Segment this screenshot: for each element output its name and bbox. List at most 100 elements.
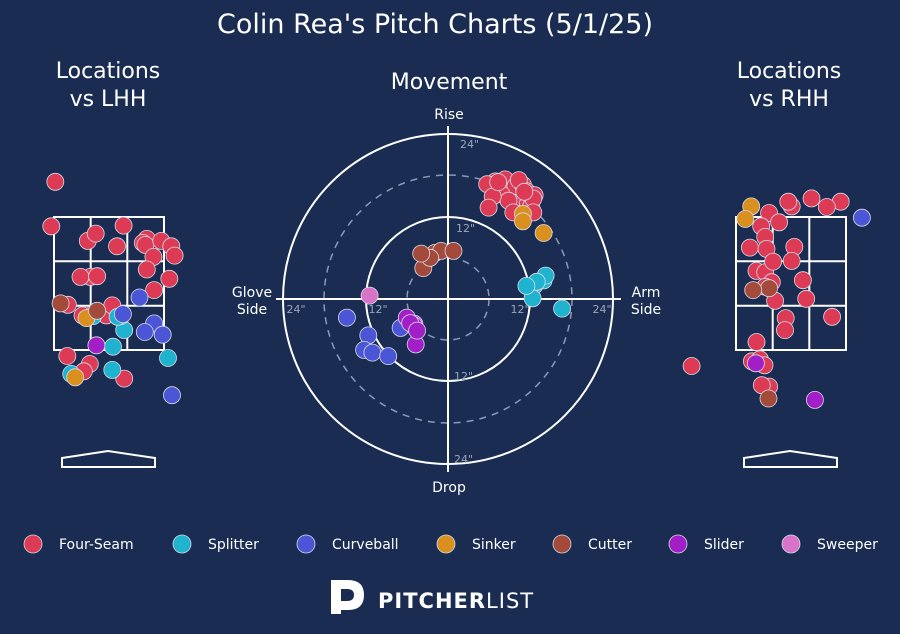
axis-label-arm-2: Side <box>631 302 661 318</box>
legend-label-splitter: Splitter <box>208 537 259 553</box>
ring-label-right-12: 12" <box>510 303 529 316</box>
brand-bold: PITCHER <box>378 589 486 613</box>
rhh-point-four-seam <box>682 357 701 375</box>
lhh-point-curveball <box>135 323 154 341</box>
legend-item-sweeper: Sweeper <box>781 534 878 554</box>
lhh-point-cutter <box>51 294 70 313</box>
movement-point-four-seam <box>489 173 508 192</box>
rhh-title-line1: Locations <box>737 59 842 84</box>
axis-label-glove-2: Side <box>237 302 267 318</box>
legend-label-four-seam: Four-Seam <box>59 537 134 553</box>
legend-swatch-sweeper <box>781 534 801 554</box>
lhh-pitch-points <box>42 172 184 405</box>
rhh-point-four-seam <box>776 321 794 340</box>
axis-label-drop: Drop <box>432 480 466 496</box>
rhh-pitch-points <box>682 189 871 409</box>
movement-point-four-seam <box>479 198 498 217</box>
rhh-point-slider <box>806 390 824 409</box>
movement-point-sweeper <box>360 286 379 305</box>
legend-swatch-four-seam <box>23 534 43 554</box>
movement-point-curveball <box>337 308 356 327</box>
lhh-home-plate <box>61 449 156 468</box>
svg-text:PITCHERLIST: PITCHERLIST <box>378 589 534 613</box>
movement-point-curveball <box>379 347 398 366</box>
rhh-point-four-seam <box>770 213 788 232</box>
lhh-point-four-seam <box>108 237 126 256</box>
figure-title: Colin Rea's Pitch Charts (5/1/25) <box>217 9 653 40</box>
lhh-point-four-seam <box>58 347 77 365</box>
ring-label-bottom-12: 12" <box>454 370 473 383</box>
rhh-point-cutter <box>760 279 778 298</box>
movement-grid: 24" 12" 12" 24" 24" 12" 12" 24" Rise Dro… <box>232 107 661 496</box>
lhh-point-curveball <box>114 305 132 324</box>
lhh-point-splitter <box>159 349 177 367</box>
lhh-point-sinker <box>66 368 85 387</box>
lhh-title-line1: Locations <box>56 59 161 84</box>
ring-label-left-12: 12" <box>368 303 387 316</box>
legend-swatch-cutter <box>552 534 572 554</box>
ring-label-right-24: 24" <box>592 303 611 316</box>
lhh-point-four-seam <box>145 281 164 300</box>
lhh-point-splitter <box>103 360 122 379</box>
axis-label-glove-1: Glove <box>232 285 272 301</box>
rhh-point-four-seam <box>782 251 801 270</box>
brand-light: LIST <box>486 589 534 613</box>
rhh-point-four-seam <box>794 271 812 290</box>
legend-label-cutter: Cutter <box>588 537 632 553</box>
lhh-point-cutter <box>88 301 106 320</box>
rhh-point-slider <box>747 354 765 373</box>
movement-point-splitter <box>553 299 571 318</box>
rhh-point-four-seam <box>741 238 759 257</box>
ring-label-left-24: 24" <box>286 303 305 316</box>
rhh-point-four-seam <box>747 333 766 351</box>
legend-item-curveball: Curveball <box>296 534 399 554</box>
movement-point-curveball <box>363 343 382 362</box>
movement-point-sinker <box>534 224 553 242</box>
legend-item-four-seam: Four-Seam <box>23 534 134 554</box>
legend: Four-Seam Splitter Curveball Sinker Cutter Sl… <box>23 534 878 554</box>
axis-label-arm-1: Arm <box>632 285 661 301</box>
legend-label-slider: Slider <box>704 537 744 553</box>
rhh-point-four-seam <box>779 192 798 211</box>
lhh-point-four-seam <box>88 267 106 286</box>
lhh-point-four-seam <box>137 260 156 279</box>
rhh-point-cutter <box>759 389 778 408</box>
rhh-point-four-seam <box>802 189 821 208</box>
legend-item-cutter: Cutter <box>552 534 632 554</box>
legend-label-curveball: Curveball <box>332 537 399 553</box>
lhh-point-four-seam <box>114 216 133 235</box>
lhh-point-splitter <box>104 337 122 356</box>
rhh-point-four-seam <box>823 307 841 326</box>
lhh-point-four-seam <box>160 269 179 288</box>
legend-label-sweeper: Sweeper <box>817 537 878 553</box>
rhh-title-line2: vs RHH <box>749 87 829 112</box>
movement-point-four-seam <box>515 182 534 201</box>
legend-swatch-slider <box>668 534 688 554</box>
rhh-point-curveball <box>853 208 871 227</box>
legend-item-slider: Slider <box>668 534 744 554</box>
legend-item-sinker: Sinker <box>436 534 516 554</box>
movement-point-cutter <box>412 244 431 263</box>
lhh-point-slider <box>87 336 106 355</box>
rhh-point-four-seam <box>764 252 782 271</box>
lhh-point-four-seam <box>46 172 65 191</box>
legend-label-sinker: Sinker <box>472 537 516 553</box>
rhh-point-four-seam <box>797 289 816 308</box>
lhh-point-four-seam <box>165 246 184 265</box>
ring-label-top-24: 24" <box>460 138 479 151</box>
axis-label-rise: Rise <box>434 107 464 123</box>
movement-point-sinker <box>514 212 532 231</box>
rhh-point-four-seam <box>817 198 836 216</box>
movement-point-splitter <box>517 276 536 295</box>
pitcherlist-logo: PITCHERLIST <box>331 580 534 614</box>
rhh-point-sinker <box>736 210 755 228</box>
lhh-point-curveball <box>130 288 149 307</box>
ring-label-top-12: 12" <box>456 222 475 235</box>
lhh-point-curveball <box>153 325 172 344</box>
legend-swatch-curveball <box>296 534 316 554</box>
movement-point-slider <box>408 321 427 340</box>
legend-swatch-sinker <box>436 534 456 554</box>
lhh-title-line2: vs LHH <box>70 87 147 112</box>
